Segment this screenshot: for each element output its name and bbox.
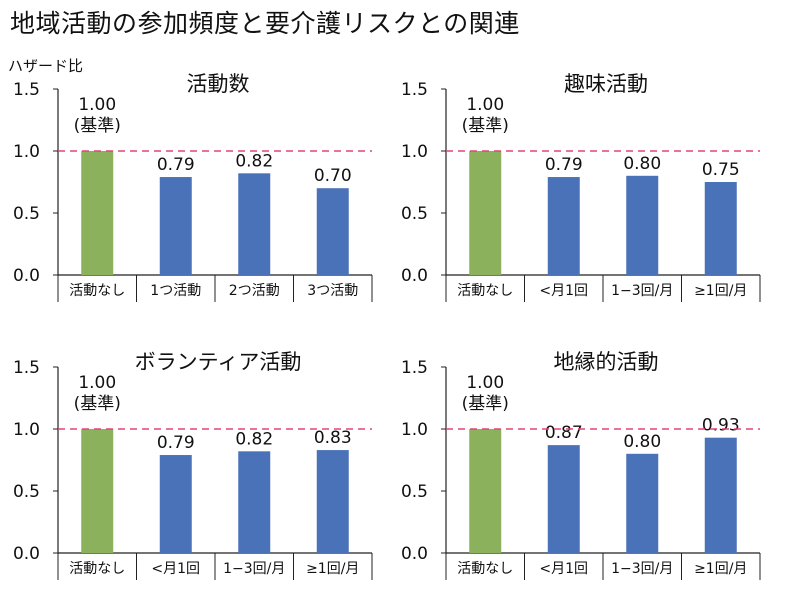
- category-label: ≥1回/月: [694, 283, 747, 299]
- category-label: <月1回: [539, 283, 588, 299]
- bar: [626, 175, 659, 275]
- category-label: 2つ活動: [229, 283, 280, 299]
- category-label: 3つ活動: [307, 283, 358, 299]
- y-tick-label: 0.5: [13, 204, 40, 224]
- reference-bar: [81, 429, 114, 553]
- category-label: 活動なし: [69, 561, 125, 577]
- page-title: 地域活動の参加頻度と要介護リスクとの関連: [10, 9, 520, 38]
- y-tick-label: 0.0: [13, 544, 40, 564]
- category-label: 1−3回/月: [611, 283, 673, 299]
- y-tick-label: 1.5: [13, 358, 40, 378]
- y-tick-label: 1.5: [13, 80, 40, 100]
- category-label: 活動なし: [457, 561, 513, 577]
- y-tick-label: 1.0: [401, 420, 428, 440]
- bar: [159, 177, 192, 275]
- bar: [704, 182, 737, 275]
- reference-note: (基準): [462, 116, 509, 136]
- chart-panel-1: 活動数 0.0 0.5 1.0 1.5 活動なし 1.00(基準) 1つ活動 0.79 2つ活動 0…: [13, 72, 373, 302]
- data-label: 0.79: [157, 155, 195, 175]
- y-tick-label: 1.5: [401, 80, 428, 100]
- chart-title: 趣味活動: [564, 72, 648, 96]
- chart-panel-4: 地縁的活動 0.0 0.5 1.0 1.5 活動なし 1.00(基準) <月1回 0.87 1−3…: [401, 350, 761, 580]
- reference-note: (基準): [74, 394, 121, 414]
- reference-note: (基準): [462, 394, 509, 414]
- bar: [547, 177, 580, 275]
- chart-panel-2: 趣味活動 0.0 0.5 1.0 1.5 活動なし 1.00(基準) <月1回 0.79 1−3回…: [401, 72, 761, 302]
- category-label: 1つ活動: [150, 283, 201, 299]
- data-label: 0.83: [314, 428, 352, 448]
- bar: [238, 173, 271, 275]
- y-tick-label: 0.0: [401, 544, 428, 564]
- bar: [316, 450, 349, 553]
- y-tick-label: 1.0: [401, 142, 428, 162]
- y-tick-label: 1.0: [13, 420, 40, 440]
- data-label: 0.82: [235, 429, 273, 449]
- y-tick-label: 0.0: [401, 266, 428, 286]
- chart-title: ボランティア活動: [135, 350, 302, 374]
- data-label: 0.80: [623, 154, 661, 174]
- y-axis-label: ハザード比: [8, 57, 84, 75]
- data-label: 1.00: [78, 373, 116, 393]
- y-tick-label: 1.0: [13, 142, 40, 162]
- data-label: 0.87: [545, 423, 583, 443]
- chart-panel-3: ボランティア活動 0.0 0.5 1.0 1.5 活動なし 1.00(基準) <月1回 0.79…: [13, 350, 373, 580]
- bar: [238, 451, 271, 553]
- data-label: 0.93: [702, 416, 740, 436]
- data-label: 0.75: [702, 160, 740, 180]
- y-tick-label: 0.0: [13, 266, 40, 286]
- y-tick-label: 1.5: [401, 358, 428, 378]
- data-label: 1.00: [466, 373, 504, 393]
- category-label: 1−3回/月: [611, 561, 673, 577]
- data-label: 0.79: [157, 433, 195, 453]
- bar: [626, 453, 659, 553]
- data-label: 0.70: [314, 166, 352, 186]
- data-label: 0.82: [235, 151, 273, 171]
- data-label: 1.00: [466, 95, 504, 115]
- bar: [704, 437, 737, 553]
- data-label: 1.00: [78, 95, 116, 115]
- reference-bar: [81, 151, 114, 275]
- category-label: 活動なし: [69, 283, 125, 299]
- chart-title: 活動数: [187, 72, 250, 96]
- category-label: <月1回: [151, 561, 200, 577]
- data-label: 0.79: [545, 155, 583, 175]
- y-tick-label: 0.5: [401, 204, 428, 224]
- category-label: 1−3回/月: [223, 561, 285, 577]
- reference-bar: [469, 151, 502, 275]
- data-label: 0.80: [623, 432, 661, 452]
- reference-bar: [469, 429, 502, 553]
- reference-note: (基準): [74, 116, 121, 136]
- bar: [159, 455, 192, 553]
- category-label: <月1回: [539, 561, 588, 577]
- bar: [547, 445, 580, 553]
- bar: [316, 188, 349, 275]
- y-tick-label: 0.5: [13, 482, 40, 502]
- y-tick-label: 0.5: [401, 482, 428, 502]
- category-label: ≥1回/月: [306, 561, 359, 577]
- category-label: ≥1回/月: [694, 561, 747, 577]
- chart-title: 地縁的活動: [554, 350, 659, 374]
- category-label: 活動なし: [457, 283, 513, 299]
